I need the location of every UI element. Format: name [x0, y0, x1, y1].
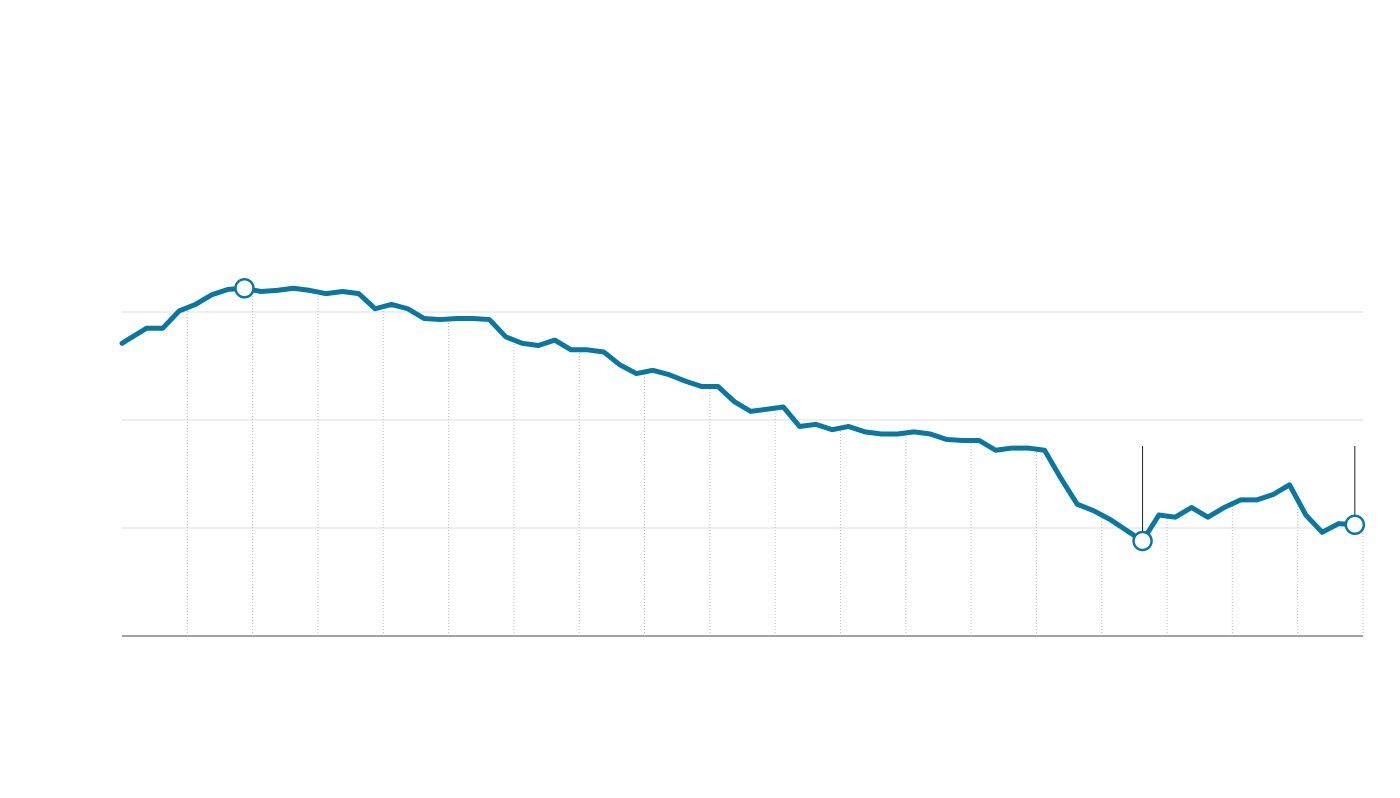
highlight-point	[234, 277, 255, 299]
highlight-point	[1132, 530, 1153, 552]
highlight-point	[1344, 514, 1366, 536]
data-line	[119, 285, 1358, 544]
